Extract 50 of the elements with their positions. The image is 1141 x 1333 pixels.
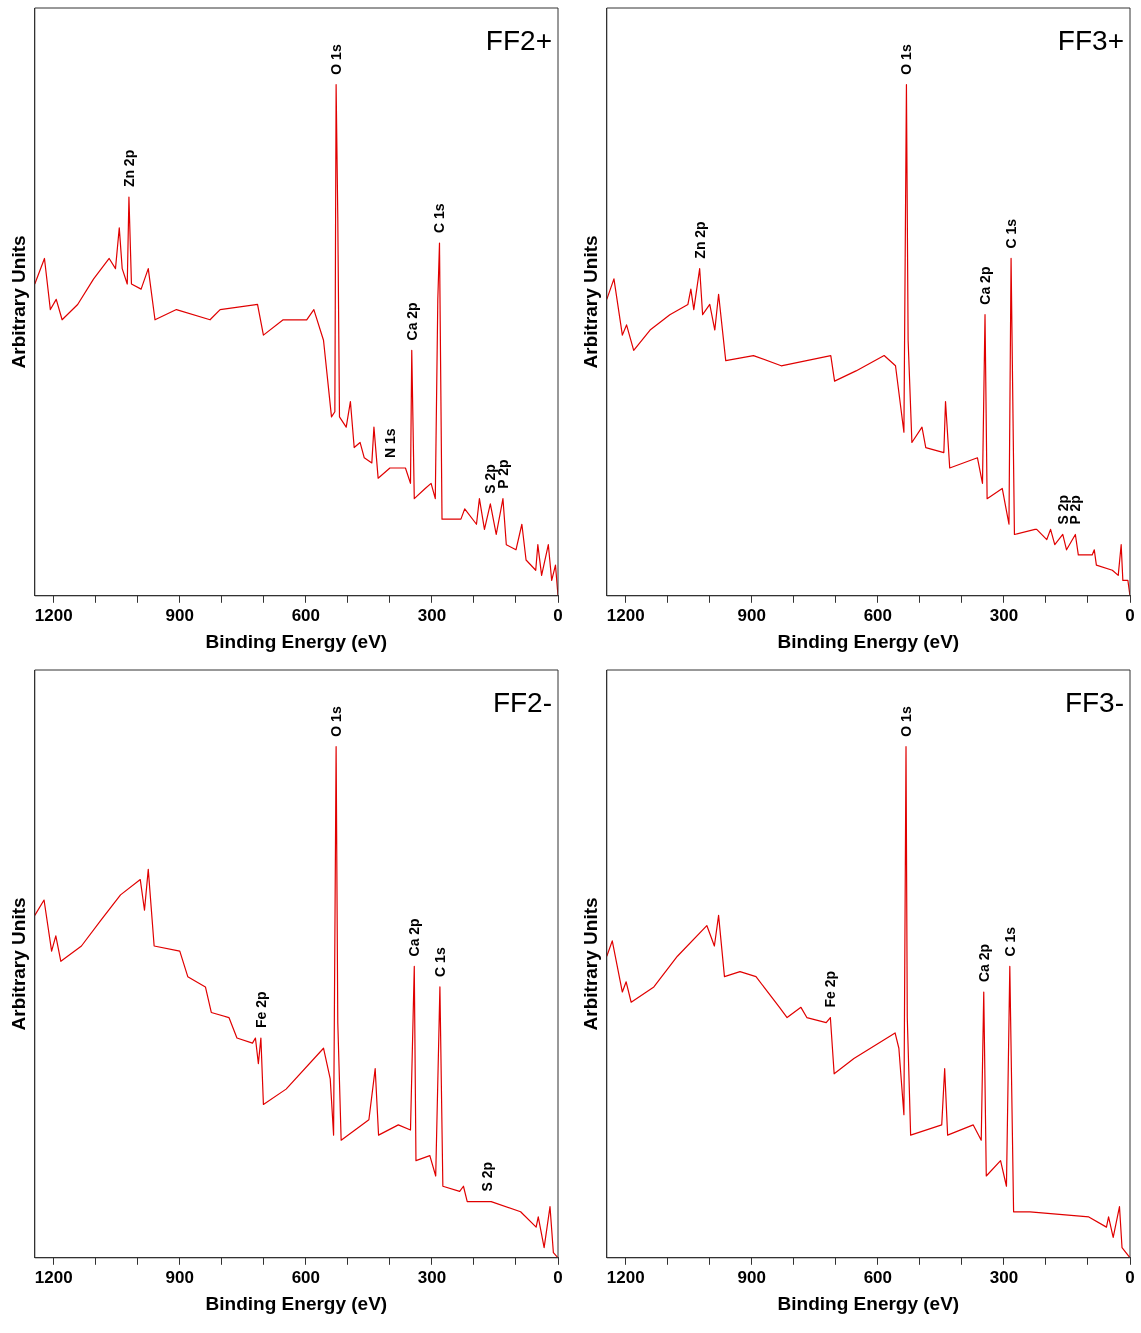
y-axis-title: Arbitrary Units [579,235,601,369]
annotation: O 1s [328,44,345,75]
x-tick-label: 0 [1125,605,1135,625]
annotation: Ca 2p [977,266,994,305]
annotation: C 1s [1001,926,1018,957]
annotation: Ca 2p [406,918,423,957]
x-axis-title: Binding Energy (eV) [205,1292,388,1314]
x-tick-label: 600 [863,605,893,625]
x-tick-label: 0 [553,1267,563,1287]
x-tick-label: 300 [989,605,1019,625]
x-axis-title: Binding Energy (eV) [205,630,388,652]
x-tick-label: 900 [165,1267,194,1287]
x-tick-label: 0 [553,605,563,625]
annotation: O 1s [328,706,345,737]
annotation: C 1s [431,947,448,977]
x-tick-label: 900 [737,1267,766,1287]
x-axis-title: Binding Energy (eV) [777,1292,960,1314]
x-tick-label: 0 [1125,1267,1135,1287]
chart-title: FF2+ [485,24,552,56]
x-tick-label: 900 [165,605,194,625]
annotation: Ca 2p [975,943,992,983]
x-tick-label: 1200 [606,605,645,625]
y-axis-title: Arbitrary Units [7,897,29,1031]
annotation: N 1s [381,428,398,459]
annotation: Fe 2p [252,991,269,1029]
annotation: Ca 2p [403,302,420,341]
x-tick-label: 1200 [34,1267,73,1287]
x-tick-label: 900 [737,605,766,625]
x-tick-label: 600 [291,1267,321,1287]
x-tick-label: 600 [863,1267,893,1287]
y-axis-title: Arbitrary Units [579,897,601,1031]
x-tick-label: 300 [989,1267,1019,1287]
annotation: C 1s [1003,218,1020,249]
chart-title: FF3- [1064,686,1124,718]
annotation: S 2p [478,1162,495,1192]
y-axis-title: Arbitrary Units [7,235,29,369]
x-tick-label: 300 [417,1267,447,1287]
x-tick-label: 600 [291,605,321,625]
annotation: O 1s [898,706,915,737]
x-tick-label: 1200 [606,1267,645,1287]
x-axis-title: Binding Energy (eV) [777,630,960,652]
annotation: O 1s [898,44,915,75]
annotation: Fe 2p [822,970,839,1008]
chart-title: FF2- [492,686,552,718]
annotation: Zn 2p [120,149,137,188]
x-tick-label: 1200 [34,605,73,625]
x-tick-label: 300 [417,605,447,625]
chart-title: FF3+ [1057,24,1124,56]
annotation: C 1s [431,203,448,234]
annotation: Zn 2p [691,221,708,259]
